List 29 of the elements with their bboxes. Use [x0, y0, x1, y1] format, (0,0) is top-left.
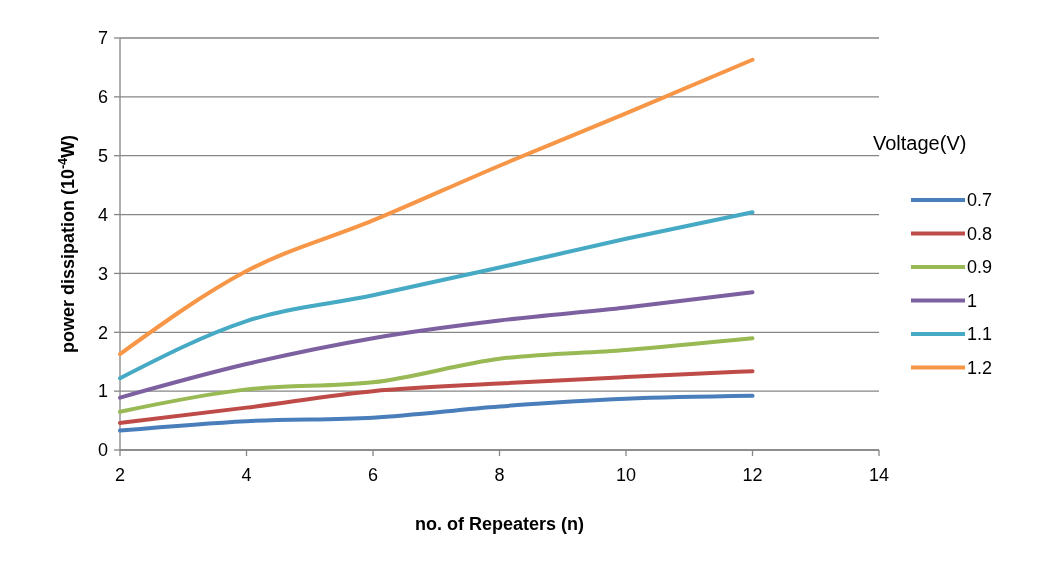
x-tick-label: 12 — [742, 465, 763, 485]
y-tick-label: 3 — [97, 263, 108, 284]
line-series — [118, 290, 755, 400]
line-series — [118, 57, 755, 357]
y-tick-label: 7 — [97, 28, 108, 49]
line-series — [118, 336, 755, 414]
legend-label: 1.1 — [967, 324, 993, 345]
y-tick-label: 2 — [97, 322, 108, 343]
x-tick-label: 2 — [114, 465, 126, 485]
y-tick-label: 0 — [97, 440, 108, 461]
legend-label: 0.9 — [967, 257, 993, 278]
x-tick-label: 10 — [615, 465, 637, 485]
x-axis-title: no. of Repeaters (n) — [414, 514, 585, 534]
x-tick-label: 14 — [868, 465, 890, 485]
line-series — [118, 210, 755, 381]
x-tick-label: 8 — [494, 465, 505, 485]
legend-label: 0.7 — [967, 190, 993, 211]
legend-title: Voltage(V) — [873, 132, 967, 154]
line-series — [118, 393, 755, 433]
y-tick-label: 1 — [97, 381, 108, 402]
legend-label: 0.8 — [967, 223, 993, 244]
x-tick-label: 6 — [367, 465, 379, 485]
y-tick-label: 4 — [97, 204, 108, 225]
y-tick-label: 5 — [97, 146, 108, 167]
x-tick-label: 4 — [241, 465, 252, 485]
y-tick-label: 6 — [97, 87, 108, 108]
legend-label: 1.2 — [967, 357, 993, 378]
legend-label: 1 — [967, 290, 978, 311]
line-series — [118, 369, 755, 425]
